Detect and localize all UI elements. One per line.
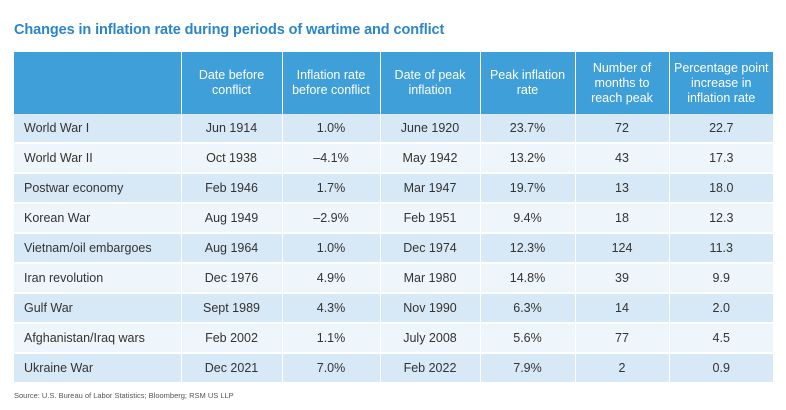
table-cell: 12.3% <box>479 233 576 264</box>
table-cell: Mar 1947 <box>379 173 481 204</box>
table-cell: 43 <box>574 143 670 174</box>
table-row: World War I Jun 1914 1.0% June 1920 23.7… <box>14 114 773 144</box>
row-label: Afghanistan/Iraq wars <box>14 323 182 354</box>
table-cell: Feb 2022 <box>379 353 481 384</box>
table-cell: 124 <box>574 233 670 264</box>
table-cell: Mar 1980 <box>379 263 481 294</box>
table-row: Vietnam/oil embargoes Aug 1964 1.0% Dec … <box>14 233 773 264</box>
table-cell: July 2008 <box>379 323 481 354</box>
row-label: Iran revolution <box>14 263 182 294</box>
table-cell: Aug 1964 <box>180 233 283 264</box>
header-cell: Inflation rate before conflict <box>281 52 381 114</box>
table-cell: 22.7 <box>668 114 773 144</box>
table-cell: Dec 1974 <box>379 233 481 264</box>
table-cell: Sept 1989 <box>180 293 283 324</box>
table-cell: 4.3% <box>281 293 381 324</box>
table-cell: Feb 1951 <box>379 203 481 234</box>
table-cell: 7.0% <box>281 353 381 384</box>
table-cell: Feb 1946 <box>180 173 283 204</box>
table-cell: 9.9 <box>668 263 773 294</box>
table-row: Iran revolution Dec 1976 4.9% Mar 1980 1… <box>14 263 773 294</box>
table-cell: 5.6% <box>479 323 576 354</box>
header-cell: Date before conflict <box>180 52 283 114</box>
row-label: World War I <box>14 114 182 144</box>
row-label: Korean War <box>14 203 182 234</box>
header-cell: Date of peak inflation <box>379 52 481 114</box>
table-cell: 18.0 <box>668 173 773 204</box>
table-cell: 4.5 <box>668 323 773 354</box>
table-cell: 72 <box>574 114 670 144</box>
page-title: Changes in inflation rate during periods… <box>14 22 445 38</box>
table-row: Postwar economy Feb 1946 1.7% Mar 1947 1… <box>14 173 773 204</box>
table-cell: Nov 1990 <box>379 293 481 324</box>
table-row: Ukraine War Dec 2021 7.0% Feb 2022 7.9% … <box>14 353 773 384</box>
header-row: Date before conflict Inflation rate befo… <box>14 52 773 114</box>
table-cell: 2.0 <box>668 293 773 324</box>
table-cell: 14 <box>574 293 670 324</box>
row-label: Vietnam/oil embargoes <box>14 233 182 264</box>
row-label: Postwar economy <box>14 173 182 204</box>
table-cell: Dec 2021 <box>180 353 283 384</box>
table-cell: 2 <box>574 353 670 384</box>
table-row: World War II Oct 1938 –4.1% May 1942 13.… <box>14 143 773 174</box>
table-cell: 1.7% <box>281 173 381 204</box>
table-cell: 17.3 <box>668 143 773 174</box>
table-cell: 18 <box>574 203 670 234</box>
table-cell: 13.2% <box>479 143 576 174</box>
header-cell: Number of months to reach peak <box>574 52 670 114</box>
source-note: Source: U.S. Bureau of Labor Statistics;… <box>14 391 234 400</box>
table-cell: 9.4% <box>479 203 576 234</box>
header-cell: Peak inflation rate <box>479 52 576 114</box>
row-label: World War II <box>14 143 182 174</box>
table-cell: –2.9% <box>281 203 381 234</box>
table-cell: June 1920 <box>379 114 481 144</box>
table-cell: 4.9% <box>281 263 381 294</box>
table-cell: 1.0% <box>281 233 381 264</box>
table-cell: Dec 1976 <box>180 263 283 294</box>
table-cell: 13 <box>574 173 670 204</box>
table-cell: 1.0% <box>281 114 381 144</box>
table-cell: 0.9 <box>668 353 773 384</box>
table-cell: 1.1% <box>281 323 381 354</box>
table-cell: 77 <box>574 323 670 354</box>
table-cell: Oct 1938 <box>180 143 283 174</box>
header-cell <box>14 52 182 114</box>
row-label: Gulf War <box>14 293 182 324</box>
table-cell: Jun 1914 <box>180 114 283 144</box>
table-cell: 12.3 <box>668 203 773 234</box>
row-label: Ukraine War <box>14 353 182 384</box>
header-cell: Percentage point increase in inflation r… <box>668 52 773 114</box>
table-cell: 39 <box>574 263 670 294</box>
table-row: Korean War Aug 1949 –2.9% Feb 1951 9.4% … <box>14 203 773 234</box>
table-cell: 19.7% <box>479 173 576 204</box>
table-row: Gulf War Sept 1989 4.3% Nov 1990 6.3% 14… <box>14 293 773 324</box>
table-cell: Feb 2002 <box>180 323 283 354</box>
table-cell: 11.3 <box>668 233 773 264</box>
table-cell: May 1942 <box>379 143 481 174</box>
table-cell: 7.9% <box>479 353 576 384</box>
table-cell: 6.3% <box>479 293 576 324</box>
table-cell: –4.1% <box>281 143 381 174</box>
inflation-table: Date before conflict Inflation rate befo… <box>14 52 773 384</box>
table-cell: 23.7% <box>479 114 576 144</box>
table-cell: 14.8% <box>479 263 576 294</box>
table-row: Afghanistan/Iraq wars Feb 2002 1.1% July… <box>14 323 773 354</box>
table-cell: Aug 1949 <box>180 203 283 234</box>
